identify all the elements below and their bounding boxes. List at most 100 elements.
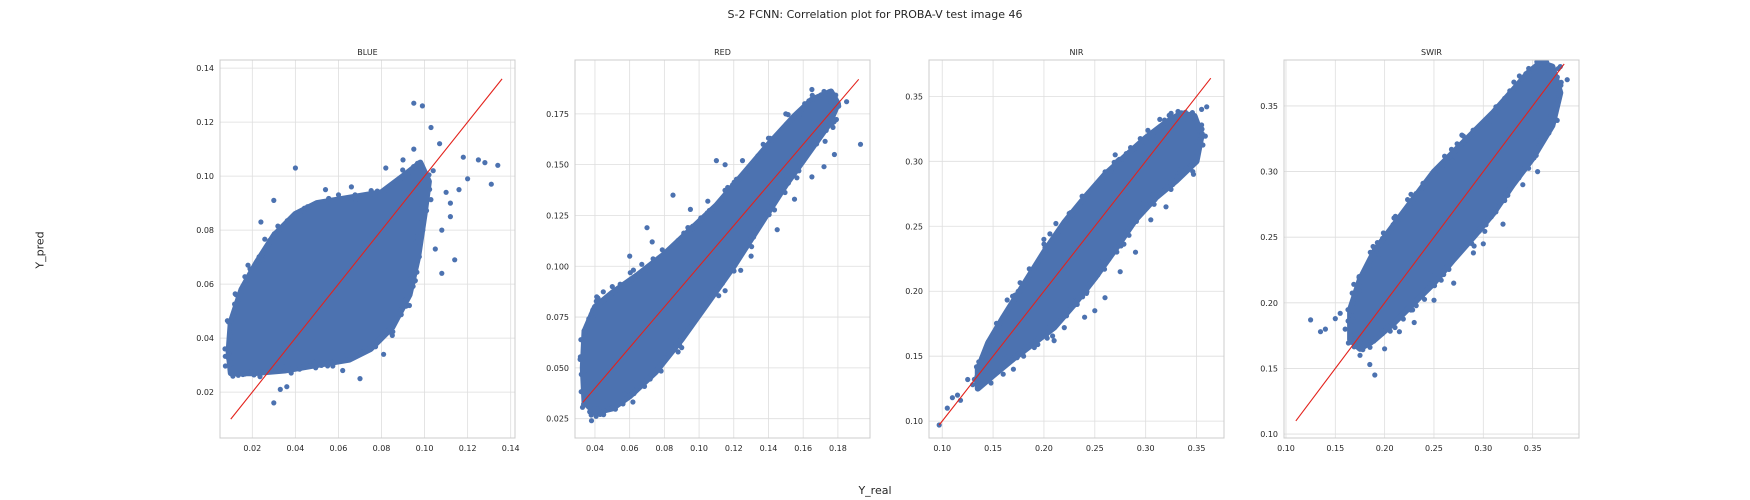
red-scatter-point <box>719 280 726 286</box>
blue-scatter-point <box>427 186 433 192</box>
red-x-tick-label: 0.10 <box>690 444 708 453</box>
blue-scatter-point <box>495 162 501 168</box>
swir-scatter-point <box>1432 276 1438 282</box>
nir-scatter-point <box>1049 319 1055 325</box>
nir-y-tick-label: 0.20 <box>905 287 923 296</box>
blue-scatter-point <box>301 205 307 211</box>
red-scatter-point <box>844 99 850 105</box>
swir-scatter-point <box>1370 243 1376 250</box>
swir-scatter-point <box>1511 85 1517 92</box>
nir-scatter-point <box>1061 325 1067 331</box>
swir-scatter-point <box>1317 329 1324 335</box>
blue-scatter-point <box>439 270 445 276</box>
red-scatter-point <box>627 253 633 259</box>
swir-scatter-point <box>1554 74 1560 80</box>
blue-scatter-point <box>348 184 354 190</box>
red-scatter-point <box>675 349 681 355</box>
blue-scatter-point <box>306 363 312 369</box>
red-scatter-point <box>731 268 737 274</box>
panel-nir: NIR 0.10 0.15 0.20 0.25 0.30 0.35 0.10 0.15 0.20 0… <box>905 48 1225 453</box>
red-scatter-point <box>826 89 833 95</box>
red-scatter-point <box>809 174 815 180</box>
red-scatter-point <box>601 412 607 418</box>
swir-scatter-point <box>1551 87 1557 93</box>
swir-scatter-point <box>1558 79 1564 85</box>
swir-scatter-point <box>1442 153 1448 159</box>
nir-scatter-point <box>1010 293 1016 299</box>
red-scatter-point <box>714 285 720 291</box>
blue-scatter-point <box>258 369 264 375</box>
swir-x-tick-label: 0.35 <box>1524 444 1542 453</box>
panel-swir: SWIR 0.10 0.15 0.20 0.25 0.30 0.35 0.10 0.15 0.20… <box>1260 48 1580 453</box>
swir-scatter-point <box>1461 140 1467 146</box>
blue-scatter-point <box>251 372 257 378</box>
nir-scatter-point <box>1047 231 1053 237</box>
nir-scatter-point <box>1151 201 1157 207</box>
nir-scatter-point <box>977 383 983 389</box>
red-scatter-point <box>787 119 793 125</box>
red-scatter-point <box>609 284 615 290</box>
blue-scatter-point <box>381 351 387 357</box>
blue-scatter-point <box>452 257 458 263</box>
nir-scatter-point <box>1082 314 1088 320</box>
swir-scatter-point <box>1345 307 1351 313</box>
blue-scatter-point <box>412 240 418 246</box>
swir-scatter-point <box>1470 127 1476 133</box>
swir-scatter-point <box>1440 162 1446 169</box>
swir-scatter-point <box>1374 247 1380 253</box>
blue-panel-title: BLUE <box>357 48 377 57</box>
swir-panel-title: SWIR <box>1421 48 1442 57</box>
red-data <box>577 78 864 424</box>
blue-scatter-point <box>356 196 362 202</box>
red-scatter-point <box>658 368 664 374</box>
nir-y-tick-label: 0.25 <box>905 222 923 231</box>
blue-axes-frame <box>219 59 516 439</box>
red-scatter-point <box>644 225 650 231</box>
nir-scatter-point <box>1078 203 1084 210</box>
nir-x-tick-label: 0.10 <box>933 444 951 453</box>
red-scatter-point <box>760 141 766 147</box>
blue-scatter-point <box>421 168 427 174</box>
red-scatter-point <box>809 86 815 93</box>
blue-scatter-point <box>447 200 453 206</box>
swir-scatter-point <box>1511 79 1517 85</box>
swir-scatter-point <box>1515 169 1521 175</box>
swir-point-cloud <box>1347 60 1564 352</box>
swir-scatter-point <box>1446 266 1452 272</box>
red-scatter-point <box>713 158 720 164</box>
blue-scatter-point <box>418 219 425 225</box>
nir-scatter-point <box>1068 303 1074 309</box>
nir-scatter-point <box>988 380 994 386</box>
nir-scatter-point <box>1070 298 1076 305</box>
nir-scatter-point <box>1021 353 1027 359</box>
red-scatter-point <box>821 164 827 170</box>
blue-scatter-point <box>284 218 290 224</box>
nir-panel-title: NIR <box>1070 48 1084 57</box>
nir-scatter-point <box>1108 247 1114 253</box>
swir-scatter-point <box>1337 310 1343 316</box>
nir-scatter-point <box>1199 106 1205 112</box>
blue-x-tick-label: 0.14 <box>502 444 520 453</box>
blue-scatter-point <box>348 198 354 204</box>
swir-y-tick-label: 0.20 <box>1260 299 1278 308</box>
red-scatter-point <box>581 401 587 407</box>
blue-scatter-point <box>437 141 443 147</box>
nir-scatter-point <box>1173 174 1180 180</box>
swir-scatter-point <box>1480 241 1486 247</box>
swir-scatter-point <box>1466 231 1472 237</box>
swir-scatter-point <box>1505 192 1511 198</box>
swir-y-tick-label: 0.10 <box>1260 430 1278 439</box>
nir-scatter-point <box>1189 110 1195 116</box>
blue-scatter-point <box>447 214 453 220</box>
nir-scatter-point <box>1131 145 1137 152</box>
red-scatter-point <box>800 158 806 164</box>
blue-scatter-point <box>329 359 335 365</box>
blue-scatter-point <box>400 157 406 163</box>
red-axes-frame <box>574 59 871 439</box>
blue-scatter-point <box>325 363 331 369</box>
swir-scatter-point <box>1422 288 1428 294</box>
blue-scatter-point <box>335 192 342 198</box>
red-scatter-point <box>650 256 656 262</box>
red-scatter-point <box>659 247 665 253</box>
swir-scatter-point <box>1483 222 1489 228</box>
